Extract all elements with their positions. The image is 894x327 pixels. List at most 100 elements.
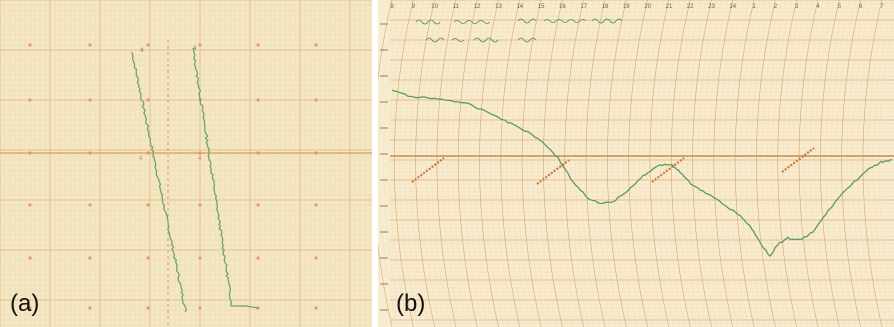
panel-b-time-subarc — [431, 0, 451, 327]
panel-b-time-arc — [436, 0, 457, 327]
panel-b-trace — [391, 89, 893, 258]
panel-b-time-subarc — [729, 0, 749, 327]
panel-a-grid — [0, 0, 372, 327]
panel-a-mark-top-right: 4 — [193, 46, 197, 52]
panel-b-time-subarc — [527, 0, 547, 327]
panel-b-time-subarc — [490, 0, 510, 327]
panel-b-time-subarc — [857, 0, 877, 327]
panel-a-grid-dot — [88, 306, 92, 310]
panel-b-hour-tick-label: 12 — [474, 4, 481, 10]
panel-b-time-subarc — [782, 0, 803, 327]
panel-b-time-subarc — [378, 0, 398, 327]
panel-b-time-arc — [521, 0, 542, 327]
panel-b-time-arc — [628, 0, 648, 327]
panel-b-time-subarc — [452, 0, 473, 327]
panel-a-trace-left — [131, 51, 187, 313]
panel-a-grid-dot — [146, 306, 150, 310]
panel-b-time-arc — [378, 0, 393, 327]
panel-b-hour-tick-label: 20 — [644, 4, 651, 10]
panel-b-time-arc — [692, 0, 712, 327]
panel-b-time-arc — [457, 0, 478, 327]
panel-b-time-subarc — [772, 0, 792, 327]
panel-a-grid-dot — [88, 256, 92, 260]
panel-b-hour-tick-label: 23 — [708, 4, 715, 10]
panel-a-grid-dot — [314, 203, 318, 207]
panel-b-time-arc — [479, 0, 499, 327]
panel-b-hour-tick-label: 13 — [495, 4, 502, 10]
panel-b-time-subarc — [474, 0, 494, 327]
panel-b-time-arcs — [378, 0, 894, 327]
panel-a-grid-dot — [314, 306, 318, 310]
panel-b-time-arc — [777, 0, 797, 327]
panel-b-time-arc — [820, 0, 840, 327]
panel-b-time-arc — [607, 0, 627, 327]
panel-b-time-subarc — [825, 0, 845, 327]
panel-a: 4 4 4 4 (a) — [0, 0, 372, 327]
panel-a-grid-dot — [88, 43, 92, 47]
panel-b-time-subarc — [575, 0, 595, 327]
panel-b-time-arc — [585, 0, 606, 327]
panel-b-time-subarc — [468, 0, 488, 327]
panel-b-hour-tick-label: 21 — [666, 4, 673, 10]
panel-b-time-subarc — [873, 0, 893, 327]
panel-a-grid-dot — [256, 256, 260, 260]
panel-b-time-subarc — [852, 0, 872, 327]
panel-b-time-arc — [713, 0, 734, 327]
panel-b-time-subarc — [655, 0, 675, 327]
panel-b-time-subarc — [660, 0, 680, 327]
panel-b-time-arc — [798, 0, 819, 327]
panel-b-time-subarc — [388, 0, 409, 327]
panel-a-grid-dot — [198, 203, 202, 207]
panel-b-hour-ticks: 8 9 10 11 12 13 14 15 16 17 18 19 20 21 22 23 24 1 2 3 4 5 6 7 — [390, 4, 884, 10]
panel-b-time-subarc — [665, 0, 686, 327]
panel-a-grid-dots — [28, 43, 318, 310]
panel-a-grid-dot — [314, 256, 318, 260]
panel-b-time-subarc — [633, 0, 654, 327]
panel-b-time-arc — [415, 0, 435, 327]
panel-b-hour-tick-label: 19 — [623, 4, 630, 10]
panel-b-time-arc — [734, 0, 755, 327]
panel-a-mark-mid-left: 4 — [139, 156, 143, 162]
panel-b-time-subarc — [836, 0, 856, 327]
panel-b-time-arc — [564, 0, 584, 327]
panel-b-hour-tick-label: 16 — [559, 4, 566, 10]
panel-a-grid-dot — [146, 203, 150, 207]
panel-b-time-subarc — [591, 0, 611, 327]
panel-b-time-subarc — [809, 0, 829, 327]
panel-b-time-subarc — [719, 0, 739, 327]
panel-b-hour-tick-label: 15 — [538, 4, 545, 10]
panel-b-hour-tick-label: 7 — [880, 4, 884, 10]
panel-a-grid-dot — [256, 203, 260, 207]
panel-b-time-subarc — [639, 0, 659, 327]
panel-b-time-arc — [543, 0, 563, 327]
panel-b-stamp-mark — [411, 157, 445, 183]
panel-b-time-subarc — [404, 0, 425, 327]
panel-b-stamp-mark — [536, 159, 570, 185]
panel-b-time-subarc — [644, 0, 664, 327]
panel-a-grid-dot — [146, 256, 150, 260]
panel-a-grid-dot — [146, 98, 150, 102]
panel-b-time-subarc — [463, 0, 483, 327]
panel-b-time-subarc — [601, 0, 622, 327]
panel-b-time-subarc — [537, 0, 558, 327]
panel-a-grid-dot — [28, 256, 32, 260]
panel-a-mark-mid-right: 4 — [198, 156, 202, 162]
panel-a-trace-right — [192, 47, 259, 309]
panel-b-time-subarc — [612, 0, 632, 327]
panel-b-stamp-mark — [781, 147, 815, 173]
panel-a-grid-dot — [88, 98, 92, 102]
panel-b-time-subarc — [623, 0, 643, 327]
panel-a-grid-dot — [198, 256, 202, 260]
panel-b-time-subarc — [426, 0, 446, 327]
panel-a-grid-dot — [28, 43, 32, 47]
panel-b-hour-tick-label: 9 — [412, 4, 416, 10]
panel-b-time-arc — [756, 0, 776, 327]
panel-b-pressure-ticks — [380, 23, 388, 311]
panel-a-grid-dot — [146, 43, 150, 47]
panel-a-grid-dot — [28, 98, 32, 102]
panel-b-time-arc — [862, 0, 883, 327]
panel-b-chart-paper: 8 9 10 11 12 13 14 15 16 17 18 19 20 21 22 23 24 1 2 3 4 5 6 7 — [378, 0, 894, 327]
panel-b-time-subarc — [766, 0, 787, 327]
panel-b-hour-tick-label: 1 — [752, 4, 756, 10]
